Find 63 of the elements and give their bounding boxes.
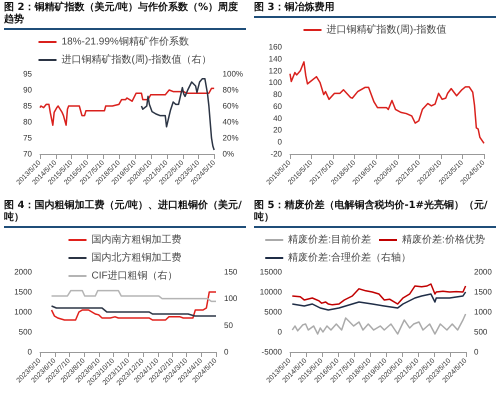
y-tick-label: 85 xyxy=(23,102,33,110)
y-tick-label: -5000 xyxy=(262,348,283,356)
legend-label: 国内北方粗铜加工费 xyxy=(92,252,182,264)
y-tick-label: 160 xyxy=(268,42,283,52)
legend-label: CIF进口粗铜（右） xyxy=(92,270,178,282)
legend-label: 18%-21.99%铜精矿作价系数 xyxy=(62,36,189,48)
chart-title: 图 2：铜精矿指数（美元/吨）与作价系数（%）周度趋势 xyxy=(4,2,246,30)
y-tick-label: 500 xyxy=(18,328,33,336)
legend-label: 国内南方粗铜加工费 xyxy=(92,234,182,246)
y2-tick-label: 150 xyxy=(224,268,238,276)
y-tick-label: 0 xyxy=(28,348,33,356)
y-tick-label: 120 xyxy=(268,66,283,76)
line-series xyxy=(292,283,466,306)
line-series xyxy=(50,290,217,302)
y-tick-label: 10000 xyxy=(260,288,283,296)
y-tick-label: 90 xyxy=(23,86,33,94)
legend-label: 精废价差:合理价差（右轴） xyxy=(288,252,412,264)
y2-tick-label: 0 xyxy=(224,348,229,356)
line-series xyxy=(292,313,466,335)
y-tick-label: 40 xyxy=(273,114,283,123)
legend-label: 进口铜精矿指数(周)-指数值 xyxy=(326,24,447,36)
y-tick-label: 100 xyxy=(268,78,283,88)
legend-label: 精废价差:目前价差 xyxy=(288,234,372,246)
y2-tick-label: 1000 xyxy=(474,308,492,316)
chart-title: 图 5：精废价差（电解铜含税均价-1#光亮铜）（元/吨） xyxy=(254,200,496,228)
y2-tick-label: 500 xyxy=(474,328,488,336)
line-series xyxy=(50,305,217,317)
y-tick-label: 1500 xyxy=(14,288,33,296)
y-tick-label: 70 xyxy=(23,150,33,158)
y2-tick-label: 60% xyxy=(222,102,239,110)
y2-tick-label: 20% xyxy=(222,134,239,142)
y2-tick-label: 1500 xyxy=(474,288,492,296)
y-tick-label: -20 xyxy=(270,150,283,158)
y2-tick-label: 0% xyxy=(222,150,234,158)
y-tick-label: 5000 xyxy=(264,308,283,316)
line-series xyxy=(140,78,215,151)
y-tick-label: 20 xyxy=(273,126,283,135)
legend-label: 精废价差:价格优势 xyxy=(402,234,485,246)
y-tick-label: 2000 xyxy=(14,268,33,276)
legend-label: 进口铜精矿指数(周)-指数值（右） xyxy=(62,54,212,66)
chart-title: 图 4：国内粗铜加工费（元/吨）、进口粗铜价（美元/吨） xyxy=(4,200,246,228)
line-series xyxy=(39,88,215,126)
chart-title: 图 3：铜冶炼费用 xyxy=(254,2,496,18)
y-tick-label: 0 xyxy=(278,328,283,336)
y-tick-label: 0 xyxy=(278,138,283,147)
line-series xyxy=(289,61,485,144)
y2-tick-label: 100% xyxy=(222,70,244,78)
y2-tick-label: 50 xyxy=(224,320,234,330)
y2-tick-label: 80% xyxy=(222,86,239,94)
y-tick-label: 80 xyxy=(273,90,283,100)
y-tick-label: 1000 xyxy=(14,308,33,316)
y-tick-label: 95 xyxy=(23,70,33,78)
y2-tick-label: 100 xyxy=(224,294,238,304)
y-tick-label: 15000 xyxy=(260,268,283,276)
y2-tick-label: 40% xyxy=(222,118,239,126)
y-tick-label: 75 xyxy=(23,134,33,142)
y-tick-label: 80 xyxy=(23,118,33,126)
y-tick-label: 60 xyxy=(273,102,283,111)
y2-tick-label: 2000 xyxy=(474,268,492,276)
y-tick-label: 140 xyxy=(268,54,283,64)
line-series xyxy=(50,291,217,321)
line-series xyxy=(292,291,466,311)
y2-tick-label: 0 xyxy=(474,348,479,356)
